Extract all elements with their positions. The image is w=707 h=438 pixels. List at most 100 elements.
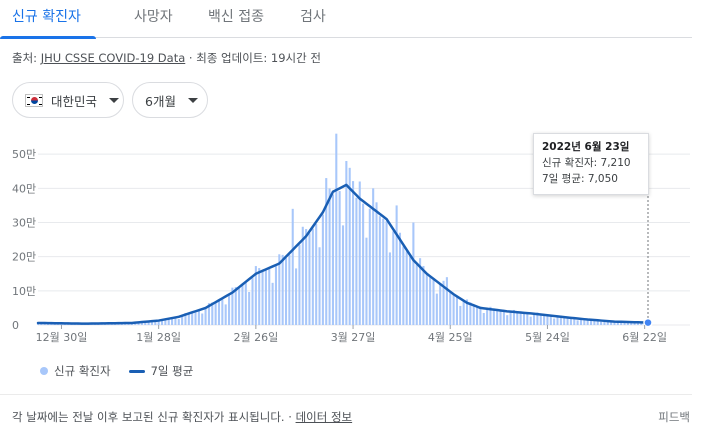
tooltip-avg7: 7일 평균: 7,050	[542, 173, 618, 185]
daily-case-bar	[331, 194, 334, 325]
daily-case-bar	[620, 321, 623, 325]
y-tick-label: 40만	[12, 182, 36, 195]
data-info-link[interactable]: 데이터 정보	[295, 410, 353, 424]
daily-case-bar	[633, 321, 636, 325]
daily-case-bar	[348, 167, 351, 325]
daily-case-bar	[315, 223, 318, 325]
daily-case-bar	[228, 295, 231, 325]
tab-new-cases[interactable]: 신규 확진자	[12, 6, 81, 26]
footer: 각 날짜에는 전날 이후 보고된 신규 확진자가 표시됩니다. · 데이터 정보…	[0, 394, 692, 438]
daily-case-bar	[254, 266, 257, 325]
daily-case-bar	[442, 280, 445, 325]
daily-case-bar	[398, 232, 402, 325]
daily-case-bar	[298, 244, 301, 325]
region-dropdown[interactable]: 대한민국	[12, 82, 124, 118]
tab-vaccinations[interactable]: 백신 접종	[208, 6, 264, 26]
daily-case-bar	[274, 266, 278, 325]
daily-case-bar	[569, 317, 572, 325]
daily-case-bar	[600, 321, 603, 325]
daily-case-bar	[244, 282, 247, 325]
daily-case-bar	[445, 277, 448, 325]
new-cases-chart[interactable]: 0 10만 20만 30만 40만 50만 12월 30일 1월 28일 2월 26일 3월 2…	[0, 120, 700, 360]
daily-case-bar	[509, 311, 512, 325]
daily-case-bar	[241, 285, 244, 325]
y-tick-label: 10만	[12, 285, 36, 298]
source-link[interactable]: JHU CSSE COVID-19 Data	[40, 51, 186, 65]
daily-case-bar	[362, 203, 365, 325]
daily-case-bar	[549, 315, 552, 325]
legend-cases-label: 신규 확진자	[54, 364, 111, 378]
legend-bar-swatch	[40, 367, 48, 375]
daily-case-bar	[626, 322, 629, 325]
daily-case-bar	[258, 268, 261, 325]
daily-case-bar	[305, 229, 308, 325]
daily-case-bar	[402, 246, 405, 325]
daily-case-bar	[321, 214, 324, 325]
daily-case-bar	[536, 312, 539, 325]
daily-case-bar	[425, 274, 428, 325]
daily-case-bar	[214, 302, 217, 325]
chart-legend: 신규 확진자 7일 평균	[40, 363, 193, 379]
daily-case-bar	[365, 237, 368, 325]
daily-case-bar	[499, 310, 502, 325]
daily-case-bar	[191, 312, 194, 325]
daily-case-bar	[589, 319, 593, 325]
y-tick-label: 50만	[12, 148, 36, 161]
source-prefix: 출처:	[12, 51, 38, 65]
chevron-down-icon	[109, 97, 120, 103]
tab-vaccinations-label: 백신 접종	[208, 9, 264, 25]
daily-case-bar	[144, 321, 147, 325]
daily-case-bar	[204, 308, 207, 325]
daily-case-bar	[264, 270, 267, 325]
daily-case-bar	[516, 311, 519, 325]
daily-case-bar	[261, 271, 264, 325]
daily-case-bar	[238, 287, 241, 325]
daily-case-bar	[596, 320, 599, 325]
daily-case-bar	[278, 254, 281, 325]
daily-case-bar	[603, 320, 606, 325]
daily-case-bar	[207, 303, 210, 325]
daily-case-bar	[271, 282, 274, 325]
footer-separator: ·	[284, 410, 296, 424]
daily-case-bar	[636, 322, 639, 325]
daily-case-bar	[415, 264, 418, 325]
daily-case-bar	[368, 208, 371, 325]
daily-case-bar	[345, 161, 348, 325]
daily-case-bar	[160, 319, 164, 325]
tab-deaths[interactable]: 사망자	[134, 6, 173, 26]
chart-y-tick-labels: 0 10만 20만 30만 40만 50만	[12, 148, 36, 332]
active-tab-underline	[0, 36, 96, 39]
feedback-link[interactable]: 피드백	[658, 410, 690, 424]
tab-testing[interactable]: 검사	[300, 6, 326, 26]
daily-case-bar	[174, 317, 177, 325]
tab-testing-label: 검사	[300, 9, 326, 25]
x-tick-label: 3월 27일	[331, 330, 376, 344]
tooltip-date: 2022년 6월 23일	[542, 141, 630, 153]
daily-case-bar	[576, 320, 579, 325]
daily-case-bar	[288, 254, 291, 325]
daily-case-bar	[248, 291, 251, 325]
daily-case-bar	[533, 313, 536, 325]
daily-case-bar	[382, 218, 385, 325]
daily-case-bar	[355, 197, 358, 325]
daily-case-bar	[181, 315, 184, 325]
legend-line-swatch	[128, 369, 145, 373]
daily-case-bar	[405, 251, 408, 325]
daily-case-bar	[217, 300, 221, 325]
daily-case-bar	[566, 317, 569, 325]
daily-case-bar	[616, 321, 619, 325]
daily-case-bar	[201, 313, 204, 325]
daily-case-bar	[154, 322, 157, 325]
daily-case-bar	[472, 305, 475, 325]
x-tick-label: 4월 25일	[428, 330, 473, 344]
daily-case-bar	[221, 298, 224, 325]
daily-case-bar	[171, 318, 174, 325]
period-dropdown[interactable]: 6개월	[132, 82, 208, 118]
daily-case-bar	[224, 304, 227, 325]
daily-case-bar	[435, 293, 438, 325]
avg7-line	[36, 183, 650, 325]
daily-case-bar	[459, 305, 462, 325]
daily-case-bar	[556, 316, 559, 325]
daily-case-bar	[462, 301, 465, 325]
daily-case-bar	[579, 318, 583, 325]
